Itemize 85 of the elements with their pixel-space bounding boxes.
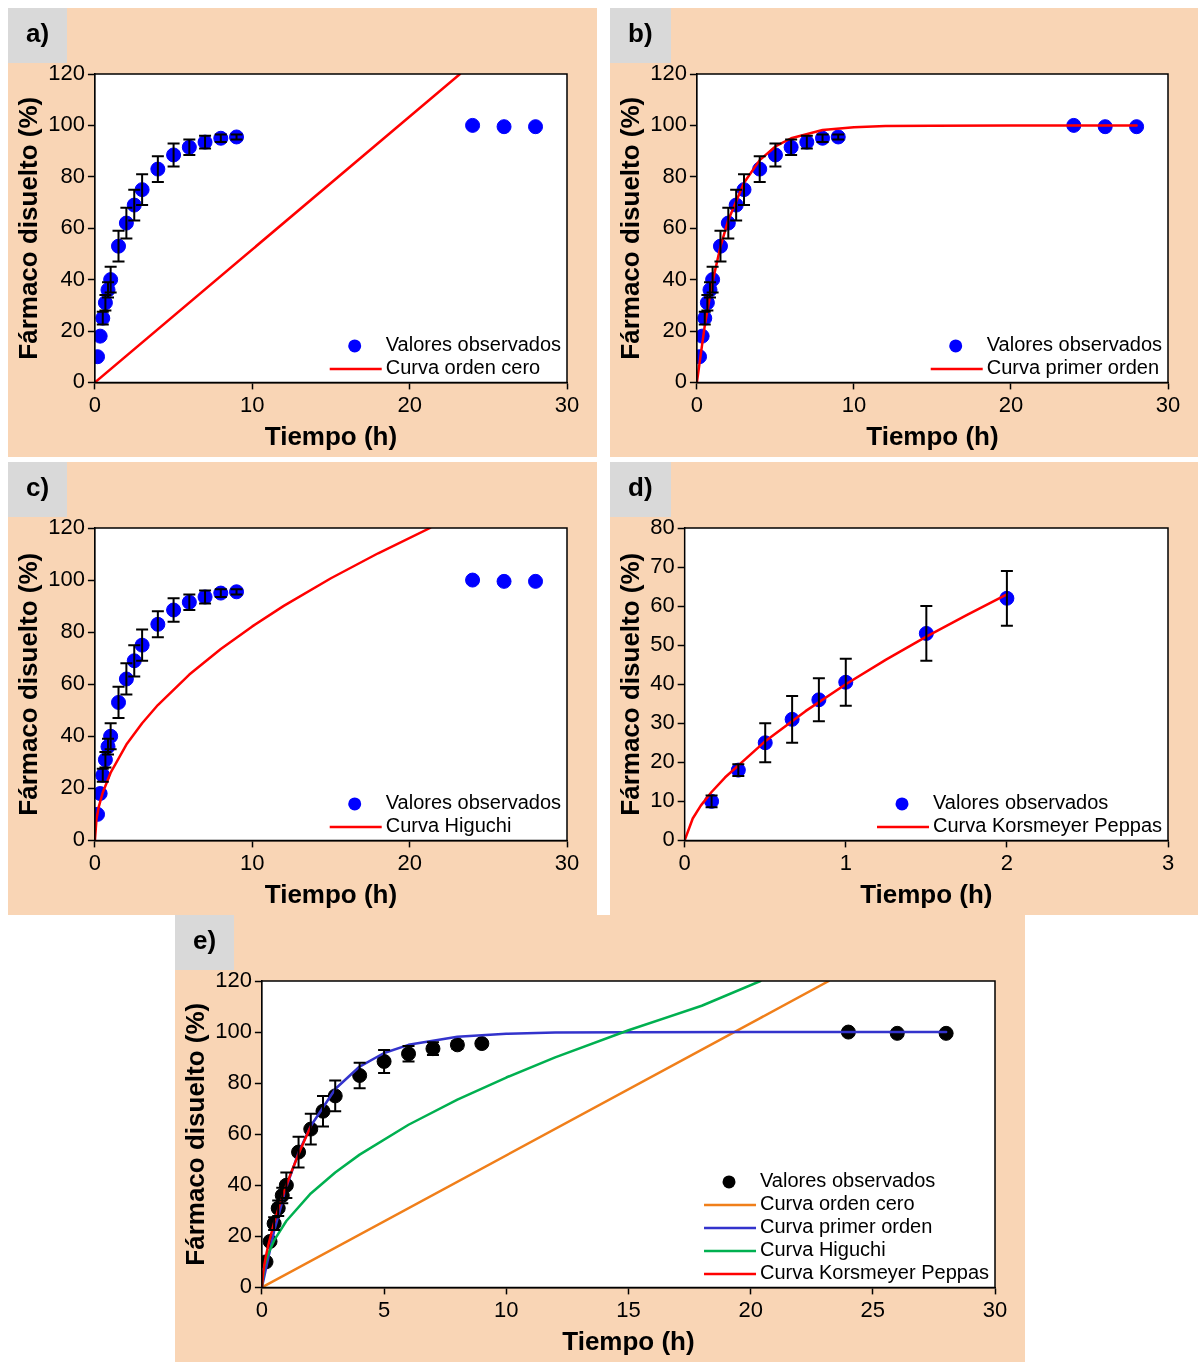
y-tick-label: 20 [662, 317, 687, 343]
y-tick-label: 0 [72, 826, 85, 852]
x-tick-label: 3 [1161, 849, 1175, 875]
y-tick-label: 20 [60, 317, 85, 343]
x-tick-label: 20 [397, 391, 422, 417]
y-tick-label: 80 [60, 162, 85, 188]
y-axis-title: Fármaco disuelto (%) [12, 96, 43, 360]
y-tick-label: 0 [72, 368, 85, 394]
y-tick-label: 80 [227, 1069, 252, 1095]
y-tick-label: 120 [650, 60, 687, 86]
x-tick-label: 0 [255, 1296, 269, 1322]
y-tick-label: 100 [48, 566, 85, 592]
y-tick-label: 20 [227, 1222, 252, 1248]
y-tick-label: 40 [227, 1171, 252, 1197]
y-tick-label: 120 [48, 514, 85, 540]
x-tick-label: 0 [88, 391, 102, 417]
x-tick-label: 30 [554, 849, 580, 875]
y-tick-label: 60 [650, 592, 675, 618]
y-tick-label: 100 [650, 111, 687, 137]
y-tick-label: 0 [239, 1273, 252, 1299]
x-axis-title: Tiempo (h) [866, 420, 999, 451]
x-tick-label: 20 [397, 849, 422, 875]
y-tick-label: 40 [662, 265, 687, 291]
y-tick-label: 60 [60, 670, 85, 696]
x-tick-label: 1 [839, 849, 852, 875]
y-tick-label: 50 [650, 631, 675, 657]
y-tick-label: 80 [60, 618, 85, 644]
legend-label: Curva orden cero [760, 1192, 915, 1215]
y-tick-label: 70 [650, 553, 675, 579]
legend-label: Valores observados [385, 791, 562, 814]
legend-label: Valores observados [986, 333, 1163, 356]
y-tick-label: 100 [48, 111, 85, 137]
legend-label: Curva primer orden [760, 1215, 933, 1238]
x-tick-label: 25 [860, 1296, 886, 1322]
x-tick-label: 30 [554, 391, 580, 417]
y-tick-label: 10 [650, 787, 675, 813]
chart-title: e) [193, 925, 217, 955]
legend-label: Valores observados [760, 1169, 936, 1192]
legend-label: Curva Higuchi [760, 1238, 886, 1261]
chart-title: a) [26, 18, 50, 48]
y-tick-label: 40 [650, 670, 675, 696]
legend-label: Curva Korsmeyer Peppas [933, 814, 1162, 837]
legend-label: Curva Korsmeyer Peppas [760, 1261, 989, 1284]
x-tick-label: 0 [88, 849, 102, 875]
y-axis-title: Fármaco disuelto (%) [614, 96, 645, 360]
legend-label: Curva primer orden [986, 356, 1160, 379]
x-axis-title: Tiempo (h) [860, 878, 993, 909]
y-tick-label: 120 [215, 967, 252, 993]
x-tick-label: 30 [1155, 391, 1181, 417]
y-tick-label: 0 [662, 826, 675, 852]
y-axis-title: Fármaco disuelto (%) [12, 552, 43, 816]
y-tick-label: 80 [662, 162, 687, 188]
y-tick-label: 100 [215, 1018, 252, 1044]
x-tick-label: 2 [1000, 849, 1014, 875]
x-tick-label: 10 [841, 391, 867, 417]
y-tick-label: 60 [227, 1120, 252, 1146]
x-tick-label: 15 [616, 1296, 641, 1322]
x-tick-label: 20 [738, 1296, 763, 1322]
chart-title: d) [628, 472, 653, 502]
y-axis-title: Fármaco disuelto (%) [614, 552, 645, 816]
y-tick-label: 0 [674, 368, 687, 394]
chart-title: c) [26, 472, 50, 502]
y-tick-label: 30 [650, 709, 675, 735]
y-tick-label: 40 [60, 265, 85, 291]
legend-label: Valores observados [385, 333, 562, 356]
y-tick-label: 80 [650, 514, 675, 540]
y-tick-label: 20 [650, 748, 675, 774]
y-tick-label: 120 [48, 60, 85, 86]
legend-label: Curva Higuchi [385, 814, 512, 837]
y-tick-label: 60 [662, 214, 687, 240]
y-tick-label: 60 [60, 214, 85, 240]
chart-title: b) [628, 18, 653, 48]
x-tick-label: 30 [982, 1296, 1008, 1322]
x-tick-label: 5 [377, 1296, 391, 1322]
x-tick-label: 10 [494, 1296, 519, 1322]
x-axis-title: Tiempo (h) [264, 420, 398, 451]
x-tick-label: 0 [690, 391, 704, 417]
x-tick-label: 20 [998, 391, 1024, 417]
y-axis-title: Fármaco disuelto (%) [179, 1002, 210, 1266]
y-tick-label: 40 [60, 722, 85, 748]
x-axis-title: Tiempo (h) [264, 878, 398, 909]
x-axis-title: Tiempo (h) [562, 1325, 695, 1356]
legend-label: Valores observados [933, 791, 1109, 814]
y-tick-label: 20 [60, 774, 85, 800]
legend-label: Curva orden cero [385, 356, 541, 379]
